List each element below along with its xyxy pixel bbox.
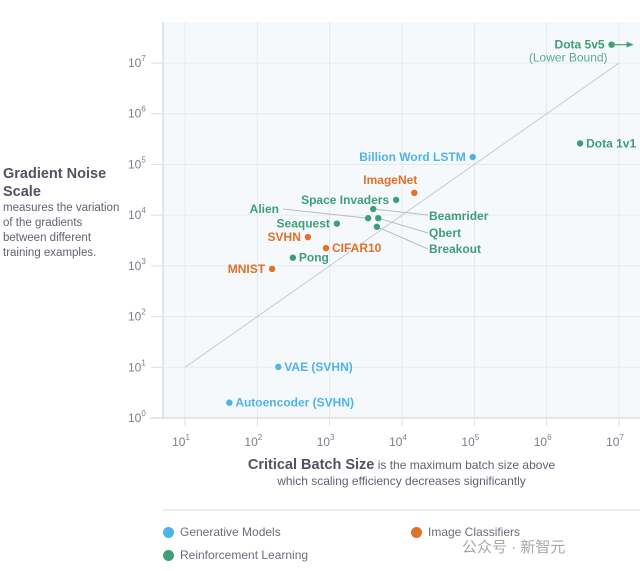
y-tick-exponent: 1 <box>141 358 146 367</box>
data-point <box>370 205 377 213</box>
x-tick-label: 104 <box>389 433 407 449</box>
data-point <box>608 41 615 48</box>
y-tick-exponent: 6 <box>141 105 146 114</box>
data-point <box>322 244 330 252</box>
y-tick-exponent: 2 <box>141 308 146 317</box>
data-label: Beamrider <box>429 209 489 223</box>
data-label: MNIST <box>228 262 266 276</box>
data-label: ImageNet <box>363 173 417 187</box>
legend-label: Image Classifiers <box>428 525 521 539</box>
data-label: Space Invaders <box>301 193 389 207</box>
y-tick-exponent: 7 <box>141 54 146 63</box>
y-tick-label: 107 <box>128 54 146 70</box>
y-tick-exponent: 4 <box>141 206 146 215</box>
data-point <box>364 215 372 222</box>
x-tick-label: 106 <box>534 433 552 449</box>
data-label: Qbert <box>429 226 461 240</box>
y-tick-label: 100 <box>128 409 146 425</box>
y-tick-label: 106 <box>128 105 146 121</box>
data-label: Billion Word LSTM <box>359 150 465 164</box>
y-axis-title: Gradient Noise Scale <box>3 166 107 200</box>
x-tick-exponent: 6 <box>547 433 552 442</box>
label-leader-line <box>373 208 429 216</box>
data-label: Alien <box>250 202 279 216</box>
y-tick-label: 105 <box>128 155 146 171</box>
data-label: Breakout <box>429 242 481 256</box>
legend-swatch <box>411 526 422 538</box>
x-tick-exponent: 2 <box>258 433 263 442</box>
data-point <box>411 189 418 197</box>
legend-label: Reinforcement Learning <box>180 548 309 562</box>
legend-swatch <box>163 549 174 561</box>
legend-item-generative: Generative Models <box>163 525 281 539</box>
data-point <box>304 233 312 241</box>
label-leader-line <box>282 208 369 219</box>
lower-bound-arrow-icon <box>626 41 634 48</box>
y-axis-description: measures the variation of the gradients … <box>3 202 120 259</box>
data-label: Pong <box>299 251 329 265</box>
legend-item-rl: Reinforcement Learning <box>163 548 308 562</box>
y-tick-exponent: 0 <box>141 409 146 418</box>
data-sublabel: (Lower Bound) <box>529 51 608 65</box>
x-tick-exponent: 1 <box>185 433 190 442</box>
y-tick-exponent: 5 <box>141 155 146 164</box>
x-tick-label: 107 <box>606 433 624 449</box>
legend-item-image-classifiers: Image Classifiers <box>411 525 520 539</box>
data-point <box>226 399 233 406</box>
x-tick-exponent: 5 <box>475 433 480 442</box>
x-tick-label: 101 <box>172 433 190 449</box>
y-tick-label: 103 <box>128 257 146 273</box>
x-tick-label: 103 <box>317 433 335 449</box>
label-leader-line <box>376 226 429 250</box>
data-point <box>375 215 382 222</box>
x-axis-description-line2: which scaling efficiency decreases signi… <box>277 474 526 488</box>
x-tick-exponent: 7 <box>619 433 624 442</box>
x-tick-label: 105 <box>461 433 479 449</box>
data-point <box>289 254 297 261</box>
legend: Generative Models Image Classifiers Rein… <box>163 525 640 571</box>
data-label: Dota 5v5 <box>555 38 605 52</box>
x-axis-title: Critical Batch Size <box>247 457 375 473</box>
x-axis-label: Critical Batch Size is the maximum batch… <box>163 457 640 489</box>
watermark: 公众号 · 新智元 <box>462 539 566 556</box>
data-point <box>469 153 476 161</box>
data-label: SVHN <box>268 230 301 244</box>
data-point <box>333 220 341 227</box>
data-point <box>268 265 276 273</box>
x-axis-description: is the maximum batch size above <box>377 458 556 472</box>
legend-swatch <box>163 526 174 538</box>
data-point <box>373 223 381 230</box>
x-tick-exponent: 4 <box>402 433 407 442</box>
y-tick-label: 101 <box>128 358 146 374</box>
y-tick-label: 102 <box>128 308 146 324</box>
data-point <box>576 140 584 147</box>
y-axis-label: Gradient Noise Scale measures the variat… <box>3 165 123 261</box>
x-tick-label: 102 <box>244 433 262 449</box>
data-point <box>275 363 282 371</box>
label-leader-line <box>378 217 429 234</box>
data-label: VAE (SVHN) <box>284 360 352 374</box>
data-label: CIFAR10 <box>332 241 382 255</box>
y-tick-exponent: 3 <box>141 257 146 266</box>
data-label: Autoencoder (SVHN) <box>235 396 354 410</box>
reference-line <box>184 62 620 368</box>
data-label: Dota 1v1 <box>586 136 636 150</box>
y-tick-label: 104 <box>128 206 146 222</box>
data-label: Seaquest <box>277 217 330 231</box>
data-point <box>392 196 400 204</box>
legend-label: Generative Models <box>180 525 281 539</box>
x-tick-exponent: 3 <box>330 433 335 442</box>
